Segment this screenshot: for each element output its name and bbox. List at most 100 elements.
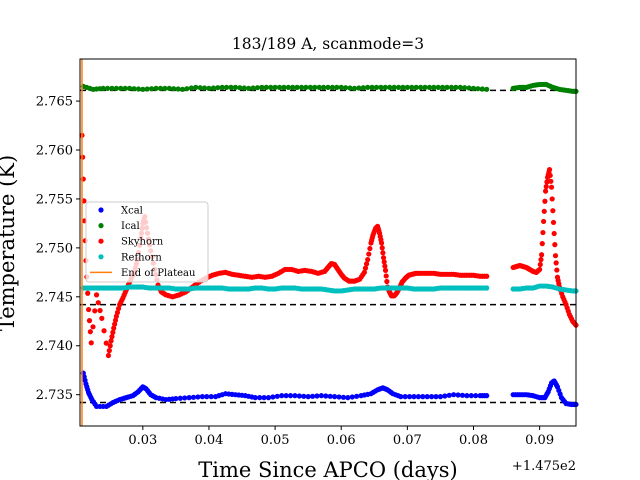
skyhorn-point <box>550 219 557 226</box>
xcal-point <box>345 395 351 401</box>
ical-point <box>400 84 406 90</box>
ical-point <box>351 85 358 91</box>
ical-point <box>228 84 234 90</box>
chart-title: 183/189 A, scanmode=3 <box>232 35 424 53</box>
xcal-point <box>340 394 347 400</box>
ical-point <box>409 84 415 90</box>
xcal-point <box>446 392 452 398</box>
ical-point <box>149 86 155 92</box>
ical-point <box>210 85 216 91</box>
ical-point <box>268 84 274 90</box>
ical-point <box>281 84 287 90</box>
ical-point <box>246 85 252 91</box>
ical-point <box>100 85 106 91</box>
y-axis-ticks: 2.735 2.740 2.745 2.750 2.755 2.760 2.765 <box>36 95 80 403</box>
legend-dot-marker <box>98 238 104 244</box>
skyhorn-point <box>548 178 554 184</box>
skyhorn-point <box>542 188 549 194</box>
skyhorn-point <box>547 172 553 179</box>
skyhorn-point <box>553 260 559 266</box>
y-axis-label: Temperature (K) <box>0 155 19 331</box>
x-axis-label: Time Since APCO (days) <box>198 458 457 480</box>
ical-point <box>219 84 225 90</box>
xcal-point <box>182 395 188 401</box>
skyhorn-point <box>115 305 122 312</box>
skyhorn-point <box>87 329 93 335</box>
xcal-point <box>265 395 272 401</box>
xcal-point <box>173 395 179 402</box>
ical-point <box>298 84 305 90</box>
ical-point <box>422 84 428 90</box>
ical-point <box>140 86 146 92</box>
ical-point <box>285 84 291 90</box>
ical-point <box>307 84 313 90</box>
xcal-point <box>336 394 342 400</box>
ical-point <box>223 84 230 90</box>
xcal-point <box>402 394 408 400</box>
xcal-point <box>305 394 311 400</box>
ical-point <box>193 84 199 90</box>
skyhorn-point <box>103 340 109 346</box>
xcal-point <box>323 393 329 399</box>
xcal-point <box>411 394 417 400</box>
legend-label: Xcal <box>121 206 143 217</box>
xcal-point <box>464 393 470 399</box>
skyhorn-point <box>85 306 92 313</box>
ical-point <box>215 85 221 91</box>
ical-point <box>171 86 177 92</box>
skyhorn-point <box>552 253 559 259</box>
ical-point <box>334 84 340 90</box>
ical-point <box>338 84 344 90</box>
skyhorn-point <box>550 208 556 214</box>
skyhorn-point <box>114 309 121 316</box>
skyhorn-point <box>361 269 367 275</box>
ical-point <box>303 84 309 90</box>
skyhorn-point <box>99 315 105 321</box>
skyhorn-point <box>542 198 548 204</box>
xcal-point <box>252 395 258 401</box>
xcal-point <box>398 394 404 400</box>
ical-point <box>343 85 349 91</box>
skyhorn-point <box>92 308 98 314</box>
ical-point <box>347 85 353 91</box>
ical-point <box>184 86 190 92</box>
series-refhorn <box>80 283 579 294</box>
y-tick-label: 2.765 <box>36 95 73 110</box>
skyhorn-point <box>111 325 117 331</box>
xcal-point <box>177 395 183 401</box>
skyhorn-point <box>105 352 112 359</box>
xcal-point <box>186 395 192 401</box>
legend-box <box>85 201 209 283</box>
ical-point <box>413 84 419 90</box>
xcal-point <box>199 394 205 400</box>
skyhorn-point <box>108 338 114 344</box>
skyhorn-point <box>86 318 93 324</box>
legend-dot-marker <box>98 207 104 213</box>
ical-point <box>118 85 124 91</box>
ical-point <box>378 84 384 90</box>
ical-point <box>290 84 296 90</box>
legend-label: Skyhorn <box>121 237 164 248</box>
legend-label: Refhorn <box>121 252 162 263</box>
ical-point <box>360 85 366 91</box>
xcal-point <box>314 393 320 399</box>
skyhorn-point <box>97 307 103 314</box>
ical-point <box>325 84 331 90</box>
skyhorn-point <box>383 273 389 279</box>
y-tick-label: 2.735 <box>36 388 73 403</box>
skyhorn-point <box>93 292 100 298</box>
xcal-point <box>433 394 439 400</box>
skyhorn-point <box>538 257 544 263</box>
ical-point <box>479 86 485 92</box>
skyhorn-point <box>539 241 545 247</box>
ical-point <box>382 84 388 90</box>
ical-point <box>162 85 168 91</box>
skyhorn-point <box>107 343 113 349</box>
ical-point <box>135 86 142 92</box>
skyhorn-point <box>110 329 116 335</box>
x-tick-label: 0.07 <box>393 433 422 448</box>
skyhorn-point <box>113 313 119 319</box>
ical-point <box>104 85 111 91</box>
legend-dot-marker <box>98 254 104 260</box>
